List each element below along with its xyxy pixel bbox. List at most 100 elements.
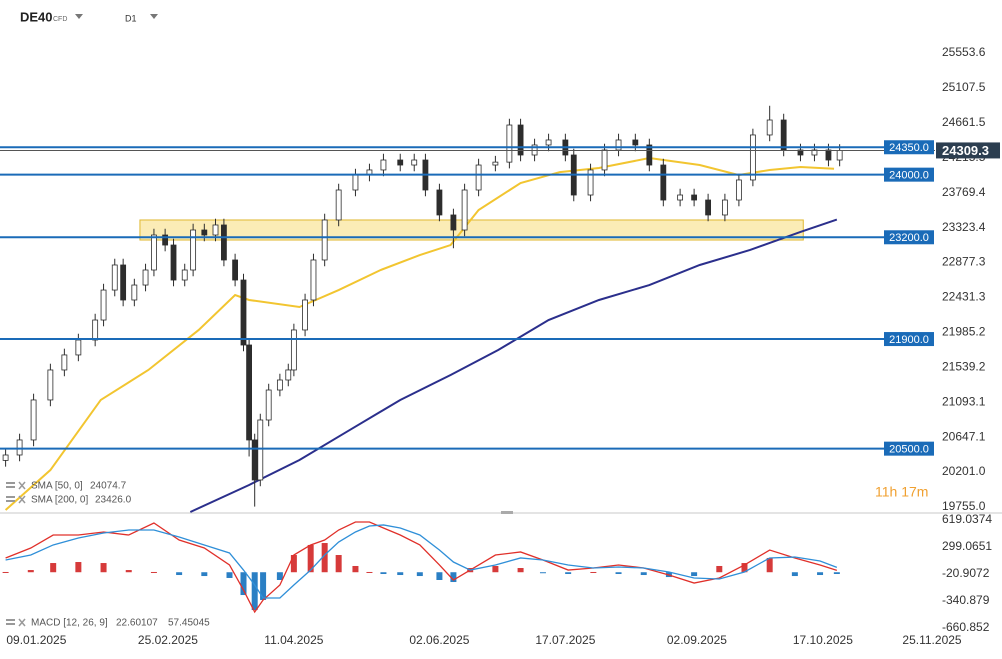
candle-body bbox=[660, 164, 667, 201]
legend-icon[interactable] bbox=[6, 619, 15, 621]
histogram-bar bbox=[27, 570, 34, 573]
candle-body bbox=[257, 419, 264, 481]
candle-body bbox=[646, 144, 653, 166]
candle-body bbox=[506, 124, 513, 163]
candle-body bbox=[780, 119, 787, 151]
candle-body bbox=[411, 159, 418, 166]
legend-icon[interactable] bbox=[6, 496, 15, 498]
histogram-bar bbox=[251, 572, 258, 611]
legend-value: 23426.0 bbox=[95, 495, 132, 506]
y-tick-label: 21985.2 bbox=[942, 325, 986, 339]
candle-body bbox=[181, 269, 188, 281]
legend-remove[interactable] bbox=[18, 495, 26, 504]
timeframe[interactable]: D1 bbox=[125, 13, 137, 23]
candle-body bbox=[749, 134, 756, 181]
level-label: 24000.0 bbox=[889, 170, 929, 182]
histogram-bar bbox=[741, 563, 748, 573]
legend-value: 57.45045 bbox=[168, 618, 210, 629]
candle-body bbox=[461, 189, 468, 231]
y-tick-label: 21539.2 bbox=[942, 359, 986, 373]
candle-body bbox=[131, 284, 138, 301]
candle-body bbox=[251, 439, 258, 481]
legend-icon[interactable] bbox=[6, 623, 15, 625]
candle-body bbox=[492, 161, 499, 166]
y-tick-label: -660.852 bbox=[942, 620, 990, 634]
y-tick-label: 619.0374 bbox=[942, 512, 992, 526]
candle-body bbox=[587, 169, 594, 196]
histogram-bar bbox=[492, 565, 499, 573]
histogram-bar bbox=[366, 571, 373, 573]
level-label: 24350.0 bbox=[889, 142, 929, 154]
candle-body bbox=[825, 149, 832, 161]
legend-remove[interactable] bbox=[18, 481, 26, 490]
histogram-bar bbox=[2, 571, 9, 573]
x-tick-label: 02.09.2025 bbox=[667, 633, 727, 647]
candle-body bbox=[162, 234, 169, 246]
macd-panel bbox=[2, 521, 840, 614]
y-tick-label: 24661.5 bbox=[942, 115, 986, 129]
candle-body bbox=[246, 344, 252, 441]
candle-body bbox=[335, 189, 342, 221]
histogram-bar bbox=[539, 572, 546, 574]
histogram-bar bbox=[791, 572, 798, 577]
legend-value: 22.60107 bbox=[116, 618, 158, 629]
x-tick-label: 25.11.2025 bbox=[902, 633, 961, 647]
level-label: 23200.0 bbox=[889, 232, 929, 244]
level-label-box bbox=[884, 140, 934, 155]
y-tick-label: 22877.3 bbox=[942, 255, 986, 269]
symbol[interactable]: DE40 bbox=[20, 9, 53, 24]
x-tick-label: 09.01.2025 bbox=[6, 633, 66, 647]
candle-body bbox=[352, 174, 359, 191]
legend-icon[interactable] bbox=[6, 486, 15, 488]
histogram-bar bbox=[450, 572, 457, 583]
x-tick-label: 25.02.2025 bbox=[138, 633, 198, 647]
histogram-bar bbox=[590, 571, 597, 573]
level-label-box bbox=[884, 230, 934, 245]
y-tick-label: 25553.6 bbox=[942, 45, 986, 59]
candle-body bbox=[735, 179, 742, 201]
y-tick-label: 19755.0 bbox=[942, 499, 986, 513]
legend-icon[interactable] bbox=[6, 500, 15, 502]
x-tick-label: 17.07.2025 bbox=[535, 633, 595, 647]
panel-resize-handle[interactable] bbox=[501, 511, 513, 514]
histogram-bar bbox=[176, 572, 183, 576]
candle-body bbox=[75, 339, 82, 356]
histogram-bar bbox=[615, 572, 622, 575]
legend-icon[interactable] bbox=[6, 482, 15, 484]
legend-remove[interactable] bbox=[18, 618, 26, 627]
macd-legend: MACD [12, 26, 9] 22.60107 57.45045 bbox=[6, 618, 210, 629]
x-tick-label: 17.10.2025 bbox=[793, 633, 853, 647]
level-label-box bbox=[884, 332, 934, 347]
histogram-bar bbox=[416, 572, 423, 577]
candle-body bbox=[705, 199, 712, 216]
candle-body bbox=[232, 259, 239, 281]
y-tick-label: 22431.3 bbox=[942, 290, 986, 304]
candle-body bbox=[240, 279, 247, 346]
candle-body bbox=[836, 150, 843, 161]
candle-body bbox=[450, 214, 457, 231]
y-tick-label: 23323.4 bbox=[942, 220, 986, 234]
level-label-box bbox=[884, 441, 934, 456]
legend-label: SMA [200, 0] bbox=[31, 495, 88, 506]
symbol-dropdown[interactable] bbox=[75, 14, 83, 19]
candle-body bbox=[302, 299, 308, 331]
histogram-bar bbox=[50, 563, 57, 573]
candle-body bbox=[151, 234, 157, 271]
candle-body bbox=[142, 269, 149, 286]
sma-legend: SMA [50, 0] 24074.7 SMA [200, 0] 23426.0 bbox=[6, 481, 132, 506]
candle-body bbox=[16, 439, 23, 456]
legend-label: SMA [50, 0] bbox=[31, 481, 83, 492]
candle-body bbox=[545, 139, 552, 146]
histogram-bar bbox=[565, 572, 572, 575]
candle-body bbox=[615, 139, 622, 151]
histogram-bar bbox=[436, 572, 443, 580]
histogram-bar bbox=[276, 572, 283, 580]
histogram-bar bbox=[260, 572, 267, 601]
timeframe-dropdown[interactable] bbox=[150, 14, 158, 19]
y-tick-label: 25107.5 bbox=[942, 80, 986, 94]
candle-body bbox=[190, 229, 197, 271]
histogram-bar bbox=[290, 555, 297, 573]
